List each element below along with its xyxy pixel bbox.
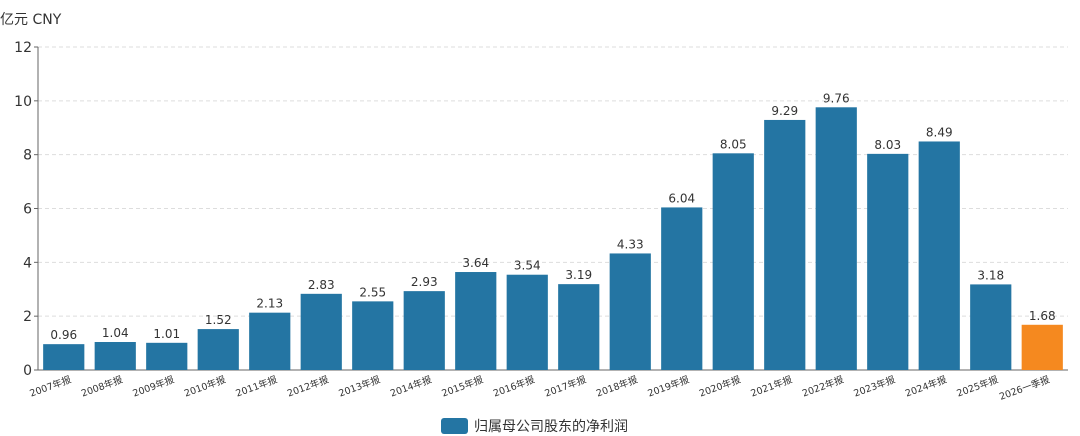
bar (918, 141, 960, 370)
x-tick-label: 2026一季报 (998, 373, 1052, 402)
x-tick-label: 2013年报 (337, 373, 382, 399)
data-label: 8.05 (720, 137, 747, 151)
bar (300, 293, 342, 370)
data-label: 8.03 (874, 138, 901, 152)
data-label: 3.18 (977, 268, 1004, 282)
bar (558, 284, 600, 370)
x-tick-label: 2015年报 (440, 373, 485, 399)
data-label: 3.19 (565, 268, 592, 282)
y-tick-label: 2 (23, 309, 32, 325)
data-label: 2.55 (359, 285, 386, 299)
bar (94, 342, 136, 370)
x-tick-label: 2025年报 (955, 373, 1000, 399)
data-label: 2.93 (411, 275, 438, 289)
y-tick-label: 10 (14, 94, 32, 110)
y-tick-label: 0 (23, 363, 32, 379)
y-tick-label: 4 (23, 255, 32, 271)
bar (1021, 324, 1063, 370)
x-tick-label: 2009年报 (131, 373, 176, 399)
data-label: 3.54 (514, 259, 541, 273)
x-tick-label: 2017年报 (543, 373, 588, 399)
data-label: 0.96 (50, 328, 77, 342)
x-tick-label: 2020年报 (698, 373, 743, 399)
x-tick-label: 2016年报 (492, 373, 537, 399)
data-label: 6.04 (668, 191, 695, 205)
data-label: 1.68 (1029, 309, 1056, 323)
bar (661, 207, 703, 370)
bar (764, 119, 806, 370)
x-tick-label: 2024年报 (904, 373, 949, 399)
bar (197, 329, 239, 370)
x-tick-label: 2008年报 (80, 373, 125, 399)
data-label: 1.01 (153, 327, 180, 341)
y-tick-label: 8 (23, 148, 32, 164)
bar (970, 284, 1012, 370)
data-label: 9.29 (771, 104, 798, 118)
x-tick-label: 2012年报 (286, 373, 331, 399)
bar (506, 274, 548, 370)
y-tick-label: 6 (23, 202, 32, 218)
bar (867, 153, 909, 370)
x-tick-label: 2019年报 (646, 373, 691, 399)
x-tick-label: 2011年报 (234, 373, 279, 399)
data-label: 9.76 (823, 91, 850, 105)
bar (352, 301, 394, 370)
y-axis-label: 亿元 CNY (0, 12, 62, 28)
bar (815, 107, 857, 370)
data-label: 2.13 (256, 297, 283, 311)
legend-label: 归属母公司股东的净利润 (474, 418, 628, 435)
bar (43, 344, 85, 370)
x-tick-label: 2018年报 (595, 373, 640, 399)
legend-swatch (441, 418, 468, 434)
bar (403, 291, 445, 370)
x-tick-label: 2023年报 (852, 373, 897, 399)
data-label: 4.33 (617, 237, 644, 251)
x-tick-label: 2022年报 (801, 373, 846, 399)
x-tick-label: 2021年报 (749, 373, 794, 399)
data-label: 1.52 (205, 313, 232, 327)
x-tick-label: 2007年报 (28, 373, 73, 399)
bar (712, 153, 754, 370)
x-tick-label: 2010年报 (183, 373, 228, 399)
y-tick-label: 12 (14, 40, 32, 56)
bar (249, 312, 291, 370)
data-label: 1.04 (102, 326, 129, 340)
data-label: 8.49 (926, 125, 953, 139)
bar (455, 272, 497, 370)
x-tick-label: 2014年报 (389, 373, 434, 399)
bar (609, 253, 651, 370)
data-label: 3.64 (462, 256, 489, 270)
bar (146, 342, 188, 370)
data-label: 2.83 (308, 278, 335, 292)
